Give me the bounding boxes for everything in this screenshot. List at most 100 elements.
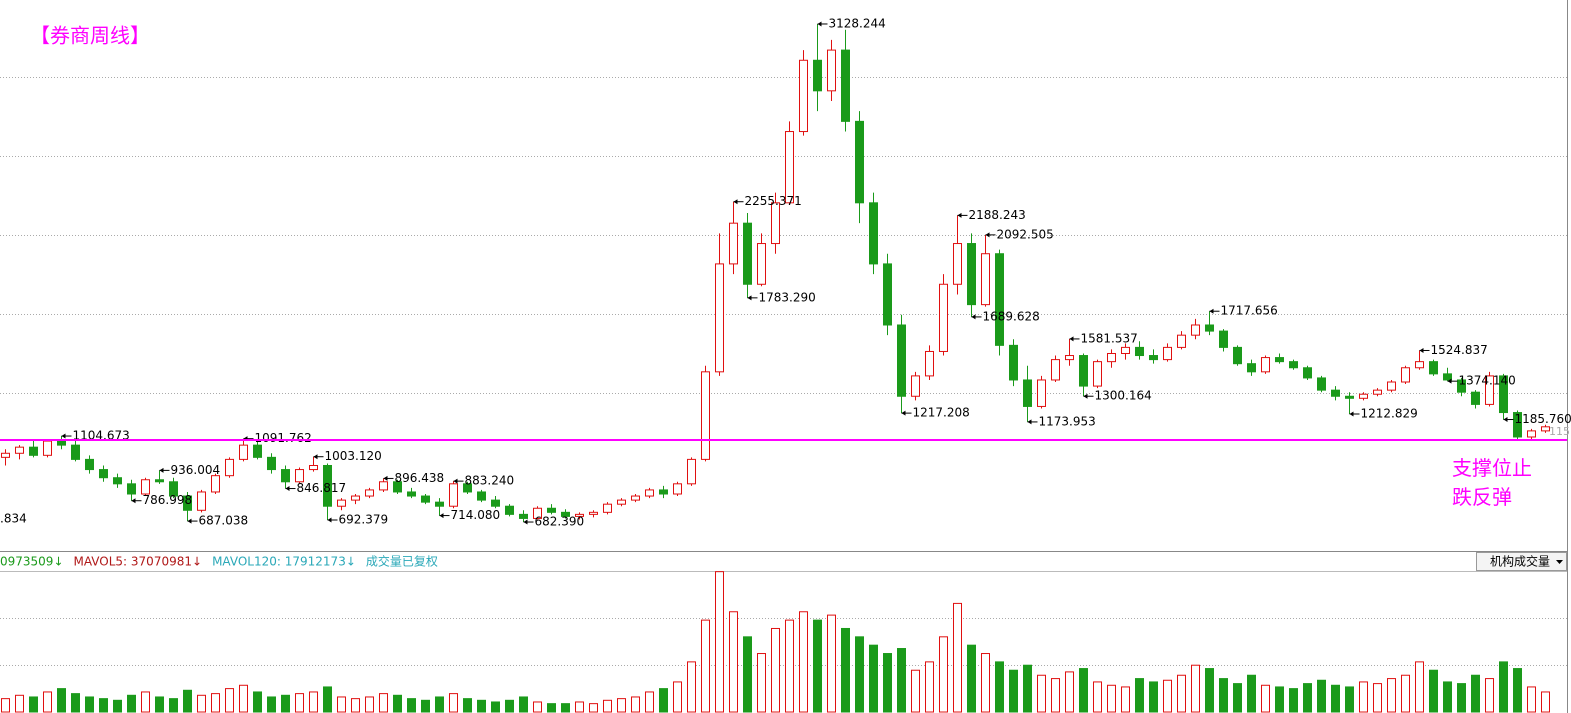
volume-bar [169, 698, 178, 713]
volume-bar [71, 693, 80, 713]
volume-bar [1275, 686, 1284, 713]
label-arrow-head [1503, 417, 1508, 423]
volume-bar [1, 698, 10, 713]
volume-bar [743, 636, 752, 713]
volume-bar [1485, 678, 1494, 713]
volume-bar [155, 696, 164, 713]
candle-body [813, 59, 822, 92]
candle-body [1513, 412, 1522, 438]
volume-bar [1415, 661, 1424, 713]
candle-body [729, 222, 738, 265]
extreme-label: 1374.140 [1459, 374, 1516, 388]
candle-body [1219, 330, 1228, 348]
volume-bar [337, 696, 346, 713]
candle-body [799, 59, 808, 133]
candle-body [1457, 379, 1466, 393]
candle-body [1149, 355, 1158, 361]
candle-body [323, 464, 332, 507]
volume-bar [477, 699, 486, 713]
extreme-label: 1689.628 [983, 309, 1040, 323]
candle-body [1415, 361, 1424, 369]
label-arrow-head [1069, 336, 1074, 342]
volume-bar [1149, 681, 1158, 713]
extreme-label: 846.817 [297, 481, 347, 495]
candle-body [1289, 361, 1298, 369]
candle-body [1037, 379, 1046, 407]
extreme-label: 1300.164 [1095, 389, 1152, 403]
volume-bar [1009, 669, 1018, 713]
dropdown-arrow[interactable] [1556, 560, 1563, 564]
extreme-label: 3128.244 [829, 16, 886, 30]
volume-bar [1387, 678, 1396, 713]
volume-bar [1457, 683, 1466, 713]
volume-bar [1177, 674, 1186, 713]
candle-body [1093, 361, 1102, 387]
volume-bar [15, 694, 24, 713]
extreme-label: 1003.120 [325, 449, 382, 463]
extreme-label: 1717.656 [1221, 304, 1278, 318]
extreme-label: 1104.673 [73, 429, 130, 443]
volume-bar [701, 619, 710, 713]
candle-body [407, 491, 416, 497]
candle-body [393, 481, 402, 493]
candle-body [603, 503, 612, 513]
candle-body [1331, 389, 1340, 397]
candle-body [351, 495, 360, 501]
candle-body [1051, 359, 1060, 381]
candle-body [183, 495, 192, 511]
volume-bar [1037, 674, 1046, 713]
candle-body [743, 222, 752, 285]
volume-bar [1303, 683, 1312, 713]
cut-label: .834 [0, 512, 27, 526]
volume-bar [645, 691, 654, 713]
candle-body [1471, 391, 1480, 405]
candle-body [197, 491, 206, 511]
candle-body [449, 483, 458, 507]
volume-bar [589, 703, 598, 713]
candle-body [337, 499, 346, 507]
volume-bar [995, 661, 1004, 713]
volume-bar [421, 699, 430, 713]
extreme-label: 1173.953 [1039, 414, 1096, 428]
volume-bar [309, 691, 318, 713]
candle-body [715, 263, 724, 373]
volume-button[interactable]: 机构成交量 [1476, 552, 1567, 571]
label-arrow-head [971, 314, 976, 320]
candle-body [757, 243, 766, 285]
volume-bar [1541, 691, 1550, 713]
candle-body [1387, 381, 1396, 391]
volume-bar [1443, 681, 1452, 713]
volume-bar [1247, 674, 1256, 713]
volume-bar [869, 644, 878, 713]
candle-body [29, 446, 38, 456]
volume-bar [57, 688, 66, 713]
volume-bar [141, 691, 150, 713]
extreme-label: 1524.837 [1431, 343, 1488, 357]
volume-bar [1107, 684, 1116, 713]
extreme-label: 1581.537 [1081, 331, 1138, 345]
label-arrow-head [985, 232, 990, 238]
volume-bar [519, 696, 528, 713]
label-arrow-head [439, 513, 444, 519]
candle-body [1065, 355, 1074, 361]
volume-bar [449, 693, 458, 713]
button-box[interactable] [1476, 552, 1567, 571]
volume-bar [323, 686, 332, 713]
candle-body [1317, 377, 1326, 391]
volume-bar [883, 653, 892, 713]
candle-body [1079, 355, 1088, 387]
candle-body [379, 481, 388, 491]
button-label[interactable]: 机构成交量 [1490, 554, 1550, 569]
candle-body [505, 505, 514, 515]
volume-bar [1345, 686, 1354, 713]
volume-bar [1359, 681, 1368, 713]
candle-body [1443, 373, 1452, 381]
volume-bar [603, 699, 612, 713]
candle-body [1527, 430, 1536, 438]
candle-body [925, 350, 934, 377]
volume-bar [183, 689, 192, 713]
volume-header: MAVOL5: 37070981↓ [74, 555, 203, 569]
candle-body [1, 452, 10, 458]
candle-body [1373, 389, 1382, 395]
